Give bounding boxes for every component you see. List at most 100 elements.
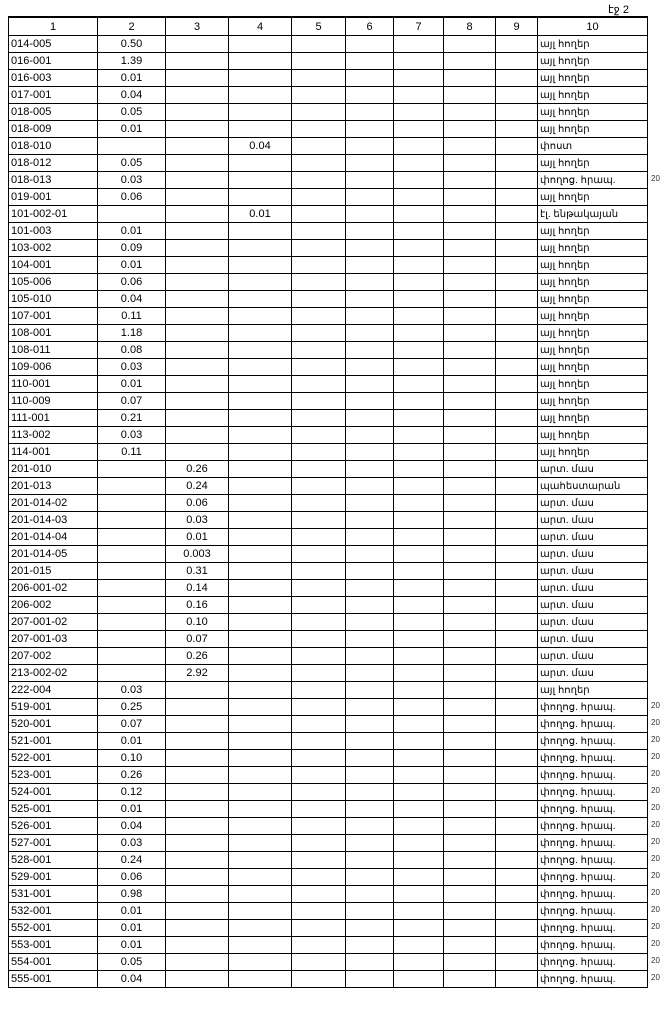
table-row: 527-001 0.03 փողոց. հրապ. [8,834,648,852]
area-value [165,205,229,223]
area-value: 0.07 [165,630,229,648]
area-value [291,341,346,359]
area-value [495,222,538,240]
area-value [291,460,346,478]
table-row: 110-001 0.01 այլ հողեր [8,375,648,393]
land-type: արտ. մաս [537,664,648,682]
area-value [291,443,346,461]
area-value [495,443,538,461]
land-type: այլ հողեր [537,324,648,342]
area-value [345,103,394,121]
area-value [228,545,292,563]
area-value [165,783,229,801]
area-value [291,970,346,988]
land-type: փողոց. հրապ. [537,834,648,852]
land-type: էլ. ենթակայան [537,205,648,223]
area-value [345,902,394,920]
area-value [443,596,496,614]
area-value [291,358,346,376]
area-value [165,919,229,937]
area-value [165,868,229,886]
margin-note: 20 [651,888,660,897]
table-row: 105-006 0.06 այլ հողեր [8,273,648,291]
column-header: 4 [228,16,292,36]
area-value [393,613,444,631]
area-value: 0.03 [97,358,166,376]
area-value [495,783,538,801]
area-value: 0.25 [97,698,166,716]
area-value [495,494,538,512]
area-value [345,120,394,138]
area-value [291,800,346,818]
area-value [345,324,394,342]
area-value [228,307,292,325]
column-header: 1 [8,16,98,36]
land-type: արտ. մաս [537,579,648,597]
table-row: 018-005 0.05 այլ հողեր [8,103,648,121]
parcel-code: 108-011 [8,341,98,359]
parcel-code: 553-001 [8,936,98,954]
area-value [495,307,538,325]
area-value [228,749,292,767]
area-value [443,868,496,886]
parcel-code: 527-001 [8,834,98,852]
area-value: 0.09 [97,239,166,257]
land-type: այլ հողեր [537,290,648,308]
area-value [495,375,538,393]
area-value [165,443,229,461]
area-value [443,783,496,801]
area-value [393,766,444,784]
parcel-code: 520-001 [8,715,98,733]
margin-note: 20 [651,701,660,710]
table-row: 552-001 0.01 փողոց. հրապ. [8,919,648,937]
land-type: փողոց. հրապ. [537,766,648,784]
area-value [228,783,292,801]
area-value [495,664,538,682]
table-row: 201-013 0.24 պահեստարան [8,477,648,495]
parcel-code: 110-009 [8,392,98,410]
area-value [393,511,444,529]
area-value [97,494,166,512]
area-value [443,307,496,325]
area-value [393,171,444,189]
area-value [345,596,394,614]
area-value [291,137,346,155]
area-value: 0.03 [97,681,166,699]
area-value [228,222,292,240]
table-row: 201-014-02 0.06 արտ. մաս [8,494,648,512]
area-value [291,749,346,767]
area-value: 1.18 [97,324,166,342]
area-value [495,562,538,580]
area-value [291,103,346,121]
column-header: 5 [291,16,346,36]
area-value [228,392,292,410]
area-value [291,698,346,716]
area-value [443,324,496,342]
area-value: 0.06 [97,273,166,291]
area-value [443,256,496,274]
area-value [345,953,394,971]
area-value [228,511,292,529]
land-type: արտ. մաս [537,511,648,529]
area-value [393,103,444,121]
area-value [495,69,538,87]
area-value [443,392,496,410]
margin-note: 20 [651,769,660,778]
parcel-code: 201-014-02 [8,494,98,512]
land-type: այլ հողեր [537,86,648,104]
table-row: 018-009 0.01 այլ հողեր [8,120,648,138]
area-value [345,936,394,954]
area-value [393,35,444,53]
land-type: այլ հողեր [537,341,648,359]
area-value [495,647,538,665]
parcel-code: 101-003 [8,222,98,240]
area-value [228,647,292,665]
area-value [165,222,229,240]
area-value [393,664,444,682]
area-value [345,579,394,597]
area-value [393,222,444,240]
column-header: 6 [345,16,394,36]
parcel-code: 016-001 [8,52,98,70]
area-value [495,766,538,784]
land-type: արտ. մաս [537,545,648,563]
